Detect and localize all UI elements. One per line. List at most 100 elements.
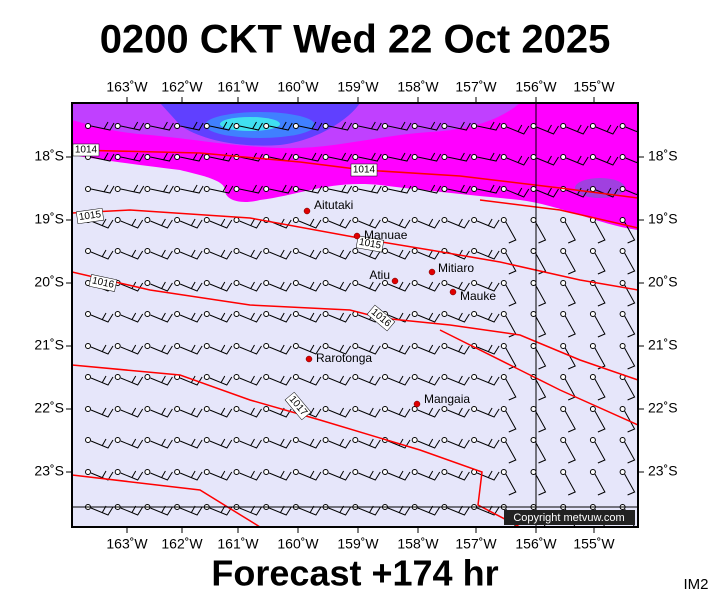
wind-barb <box>233 280 262 292</box>
wind-barb <box>292 311 322 323</box>
wind-barb <box>441 437 470 449</box>
barb-station <box>144 311 151 317</box>
lon-tick-label: 156˚W <box>515 536 557 552</box>
barb-station <box>322 186 329 192</box>
wind-barb <box>174 469 203 481</box>
barb-shaft <box>417 312 441 323</box>
barb-shaft <box>269 344 292 355</box>
barb-shaft <box>358 249 381 260</box>
lon-tick-label: 159˚W <box>337 536 379 552</box>
barb-station <box>114 123 121 129</box>
barb-shaft <box>417 121 442 131</box>
barb-station <box>382 217 388 223</box>
barb-station <box>174 154 181 160</box>
barb-shaft <box>594 378 606 401</box>
barb-shaft <box>209 121 234 131</box>
isobar-label-box <box>76 207 104 225</box>
lon-tick-label: 160˚W <box>277 79 319 95</box>
barb-shaft <box>90 438 114 449</box>
barb-shaft <box>209 470 233 481</box>
barb-shaft <box>90 152 115 162</box>
wind-barb <box>233 248 262 260</box>
barb-station <box>292 123 299 129</box>
barb-station <box>500 311 507 317</box>
wind-barb <box>352 248 381 260</box>
wind-barb <box>144 437 173 449</box>
barb-station <box>560 311 567 317</box>
wind-barb <box>530 248 547 275</box>
barb-station <box>560 280 567 286</box>
isobar-label: 1014 <box>72 143 100 157</box>
wind-barb <box>322 311 352 323</box>
lat-tick-label: 21˚S <box>648 337 678 353</box>
barb-station <box>203 311 210 317</box>
wind-barb <box>411 311 441 323</box>
barb-shaft <box>90 344 114 355</box>
barb-shaft <box>417 218 441 229</box>
place-dot <box>353 232 361 240</box>
barb-station <box>85 123 91 129</box>
barb-shaft <box>239 375 262 386</box>
barb-station <box>500 343 507 349</box>
place-name: Mangaia <box>424 392 470 406</box>
barb-shaft <box>209 312 233 323</box>
barb-shaft <box>328 152 353 162</box>
barb-shaft <box>387 344 411 355</box>
barb-shaft <box>179 121 204 131</box>
barb-shaft <box>328 281 352 292</box>
wind-barb <box>322 121 353 131</box>
barb-shaft <box>328 407 352 418</box>
barb-shaft <box>120 121 145 131</box>
wind-barb <box>411 217 441 229</box>
barb-shaft <box>417 470 441 481</box>
barb-station <box>471 217 478 223</box>
barb-shaft <box>387 218 411 229</box>
barb-shaft <box>506 124 530 135</box>
barb-station <box>500 217 507 223</box>
barb-station <box>411 280 418 286</box>
wind-barb <box>85 311 114 323</box>
barb-shaft <box>298 438 322 449</box>
barb-shaft <box>387 249 411 260</box>
wind-barb <box>292 343 322 355</box>
place-name: Mauke <box>460 289 496 303</box>
barb-shaft <box>566 124 589 135</box>
barb-station <box>530 186 537 192</box>
wind-barb <box>500 154 530 166</box>
barb-station <box>144 374 151 380</box>
barb-station <box>114 469 121 475</box>
barb-station <box>233 343 240 349</box>
wind-barb <box>352 152 382 162</box>
barb-shaft <box>564 410 576 433</box>
barb-shaft <box>179 470 203 481</box>
barb-station <box>441 469 448 475</box>
barb-station <box>382 154 388 160</box>
barb-shaft <box>476 249 500 260</box>
barb-station <box>233 280 240 286</box>
barb-shaft <box>150 312 173 323</box>
wind-barb <box>114 152 145 162</box>
barb-shaft <box>535 473 547 496</box>
barb-station <box>471 248 478 254</box>
barb-shaft <box>120 152 145 162</box>
wind-barb <box>263 121 293 131</box>
wind-barb <box>85 184 115 194</box>
wind-barb <box>560 248 576 275</box>
barb-shaft <box>387 407 411 418</box>
lon-tick-label: 157˚W <box>455 536 497 552</box>
barb-station <box>441 217 448 223</box>
barb-station <box>411 217 418 223</box>
barb-shaft <box>447 375 470 386</box>
barb-shaft <box>150 249 173 260</box>
barb-shaft <box>150 121 174 131</box>
barb-station <box>382 186 388 192</box>
barb-station <box>203 217 210 223</box>
barb-shaft <box>239 249 262 260</box>
barb-shaft <box>594 347 606 370</box>
barb-shaft <box>476 344 500 355</box>
barb-station <box>263 343 270 349</box>
barb-station <box>441 343 448 349</box>
wind-barb <box>203 311 233 323</box>
barb-station <box>560 343 567 349</box>
wind-barb <box>203 374 233 386</box>
